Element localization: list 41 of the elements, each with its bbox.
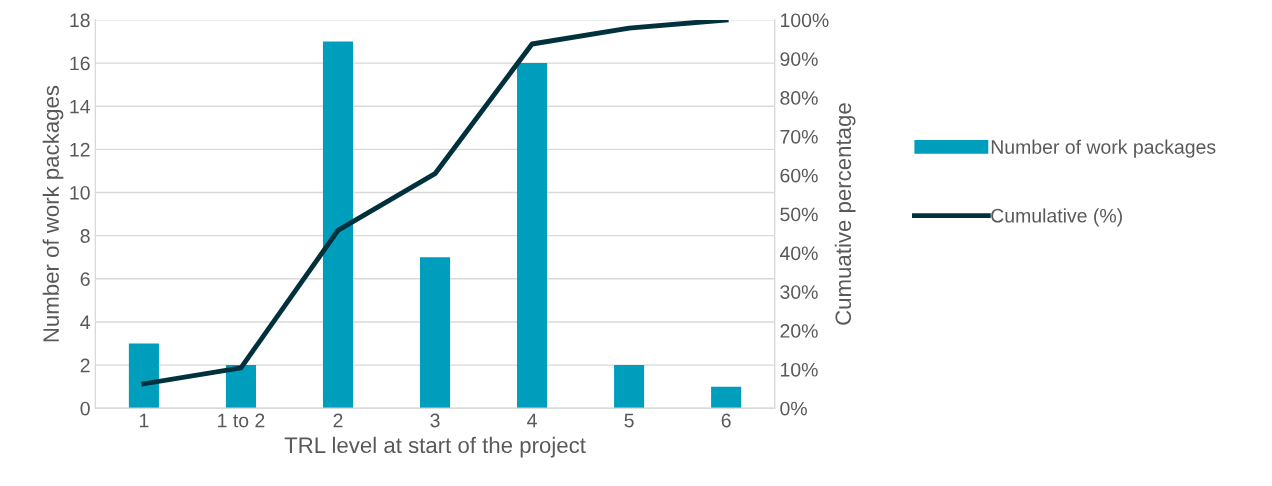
x-tick-label: 3	[430, 413, 440, 428]
y-tick-label: 8	[80, 229, 90, 243]
y-tick-label: 12	[70, 142, 90, 157]
bar	[225, 365, 256, 409]
y-tick-label: 2	[80, 358, 90, 373]
bar	[128, 343, 159, 409]
y2-tick-label: 60%	[780, 168, 818, 183]
bar	[517, 63, 548, 409]
bar	[322, 41, 354, 409]
x-tick-label: 1 to 2	[218, 413, 265, 428]
y2-tick-label: 0%	[780, 401, 807, 416]
y2-tick-label: 40%	[779, 246, 818, 261]
y-tick-label: 16	[70, 56, 90, 71]
x-tick-label: 1	[139, 413, 149, 428]
y-tick-label: 18	[70, 13, 90, 28]
x-axis-title: TRL level at start of the project	[284, 436, 586, 458]
legend-label: Cumulative (%)	[991, 208, 1122, 227]
bar	[419, 257, 451, 409]
x-tick-label: 5	[624, 413, 634, 428]
y-tick-label: 4	[80, 315, 90, 329]
y2-tick-label: 50%	[780, 207, 818, 222]
bar	[614, 365, 645, 409]
y2-tick-label: 20%	[780, 324, 818, 338]
x-tick-label: 4	[527, 413, 537, 428]
x-tick-label: 6	[721, 413, 731, 428]
y2-tick-label: 90%	[780, 52, 818, 66]
y-axis-title: Number of work packages	[42, 85, 64, 342]
y2-axis-title: Cumuative percentage	[834, 103, 856, 325]
x-tick-label: 2	[333, 413, 343, 428]
y2-tick-label: 100%	[780, 13, 829, 28]
y2-tick-label: 80%	[780, 91, 818, 105]
y-tick-label: 0	[80, 401, 90, 416]
y-tick-label: 14	[70, 99, 90, 114]
y2-tick-label: 70%	[780, 129, 818, 144]
line-series	[141, 19, 729, 387]
y-tick-label: 10	[70, 185, 90, 200]
y2-tick-label: 10%	[780, 362, 818, 377]
y2-tick-label: 30%	[780, 285, 818, 299]
legend-label: Number of work packages	[991, 139, 1216, 158]
y-tick-label: 6	[80, 272, 90, 287]
bar	[711, 386, 742, 409]
